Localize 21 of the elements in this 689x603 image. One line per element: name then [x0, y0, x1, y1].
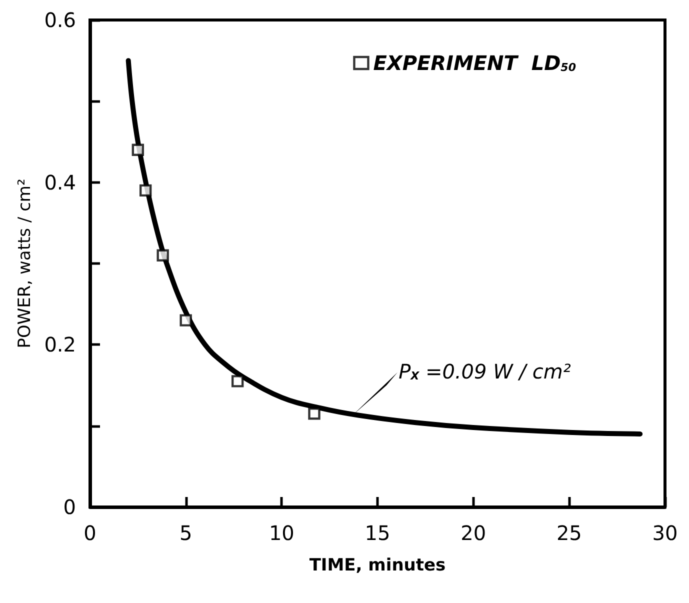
x-axis-title: TIME, minutes [309, 556, 446, 576]
point [132, 144, 144, 156]
point [231, 375, 244, 388]
x-tick-label: 30 [652, 521, 678, 545]
point [180, 314, 192, 326]
x-tick-label: 5 [179, 521, 192, 545]
y-tick-label: 0.4 [44, 170, 76, 194]
x-tick-label: 20 [460, 521, 486, 545]
x-tick-label: 15 [364, 521, 390, 545]
point [308, 408, 320, 420]
legend-label: EXPERIMENT LD50 [373, 51, 576, 75]
y-axis-title: POWER, watts / cm² [14, 178, 35, 348]
point [156, 249, 169, 262]
y-tick-label: 0.6 [44, 8, 76, 32]
y-tick-label: 0 [63, 495, 76, 519]
annotation: PX =0.09 W / cm² [398, 359, 571, 384]
x-tick-label: 25 [556, 521, 582, 545]
x-tick-label: 0 [84, 521, 96, 545]
x-tick-label: 10 [268, 521, 294, 545]
y-tick-label: 0.2 [44, 332, 76, 357]
point [139, 184, 152, 197]
